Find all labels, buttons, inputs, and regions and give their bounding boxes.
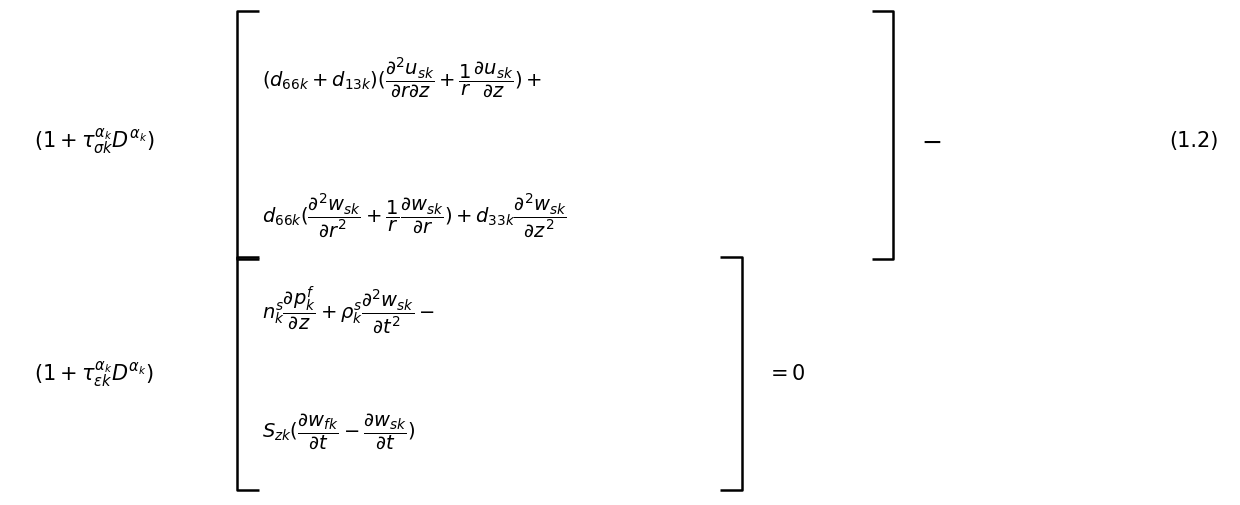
Text: $d_{66k}(\dfrac{\partial^2 w_{sk}}{\partial r^2}+\dfrac{1}{r}\dfrac{\partial w_{: $d_{66k}(\dfrac{\partial^2 w_{sk}}{\part… xyxy=(262,191,567,239)
Text: $-$: $-$ xyxy=(921,129,941,153)
Text: $S_{zk}(\dfrac{\partial w_{fk}}{\partial t}-\dfrac{\partial w_{sk}}{\partial t}): $S_{zk}(\dfrac{\partial w_{fk}}{\partial… xyxy=(262,411,414,450)
Text: $(d_{66k}+d_{13k})(\dfrac{\partial^2 u_{sk}}{\partial r\partial z}+\dfrac{1}{r}\: $(d_{66k}+d_{13k})(\dfrac{\partial^2 u_{… xyxy=(262,55,542,98)
Text: $(1+\tau_{\sigma k}^{\alpha_k} D^{\alpha_k})$: $(1+\tau_{\sigma k}^{\alpha_k} D^{\alpha… xyxy=(35,126,155,156)
Text: $=0$: $=0$ xyxy=(766,364,805,384)
Text: $(1+\tau_{\varepsilon k}^{\alpha_k} D^{\alpha_k})$: $(1+\tau_{\varepsilon k}^{\alpha_k} D^{\… xyxy=(35,359,154,389)
Text: $n_k^s\dfrac{\partial p_k^f}{\partial z}+\rho_k^s\dfrac{\partial^2 w_{sk}}{\part: $n_k^s\dfrac{\partial p_k^f}{\partial z}… xyxy=(262,284,434,335)
Text: (1.2): (1.2) xyxy=(1169,131,1219,151)
